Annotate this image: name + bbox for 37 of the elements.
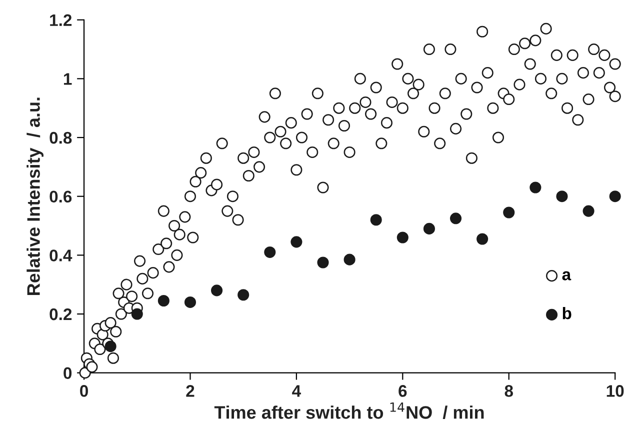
x-tick-label: 4	[292, 385, 301, 397]
x-tick-label: 2	[186, 385, 194, 397]
y-tick-label: 0.6	[50, 190, 72, 203]
point	[158, 294, 170, 307]
point	[476, 233, 488, 245]
point	[450, 212, 462, 224]
x-tick-label: 6	[398, 385, 407, 397]
point	[344, 254, 356, 266]
x-tick-label: 10	[606, 385, 624, 397]
x-tick-label: 0	[80, 385, 88, 397]
point	[131, 308, 143, 320]
point	[582, 205, 594, 217]
point	[396, 232, 408, 244]
legend-label: b	[562, 306, 572, 320]
point	[370, 214, 382, 226]
point	[238, 289, 250, 301]
y-tick-label: 0.4	[50, 250, 72, 262]
y-tick-label: 0	[64, 367, 72, 380]
y-tick-label: 1.2	[50, 14, 72, 26]
point	[556, 190, 568, 202]
point	[211, 284, 223, 296]
point	[530, 182, 542, 194]
point	[264, 246, 276, 258]
point	[503, 206, 515, 218]
point	[609, 190, 621, 202]
x-tick-label: 8	[504, 385, 513, 397]
point	[290, 236, 302, 248]
x-axis-title: Time after switch to $^{14}$NO / min	[214, 402, 484, 420]
y-tick-label: 1	[64, 73, 72, 85]
point	[104, 340, 116, 352]
y-tick-label: 0.2	[50, 308, 72, 320]
point	[423, 222, 435, 234]
y-tick-label: 0.8	[50, 132, 72, 144]
point	[184, 296, 196, 308]
point	[317, 256, 329, 268]
legend-label: a	[562, 271, 572, 280]
y-axis-title: Relative Intensity / a.u.	[26, 98, 44, 295]
